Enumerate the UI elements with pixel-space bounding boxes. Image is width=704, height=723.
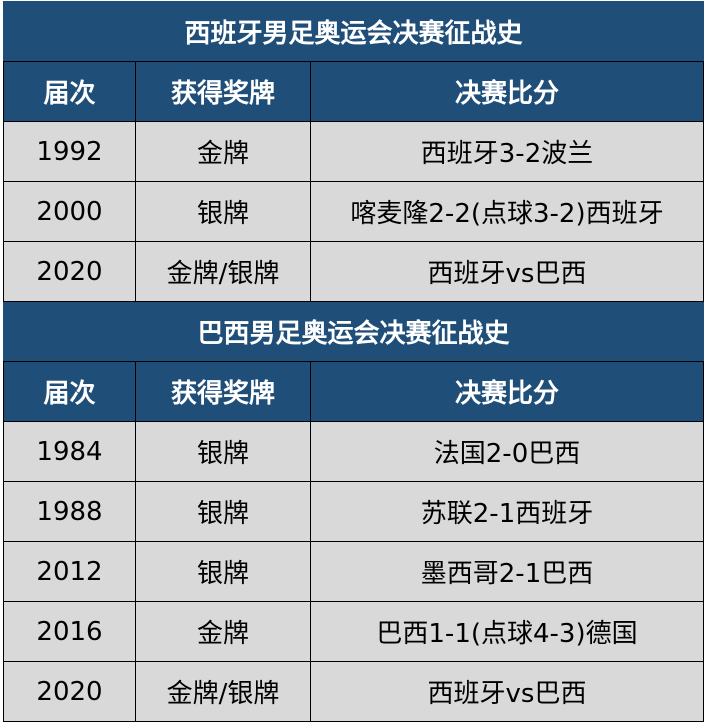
table-row: 1992 金牌 西班牙3-2波兰 xyxy=(3,121,704,182)
table-row: 2016 金牌 巴西1-1(点球4-3)德国 xyxy=(3,601,704,662)
score-cell: 苏联2-1西班牙 xyxy=(309,481,704,542)
year-cell: 1992 xyxy=(3,121,136,182)
section-title-row: 西班牙男足奥运会决赛征战史 xyxy=(2,1,704,62)
year-cell: 2020 xyxy=(3,241,136,302)
score-cell: 西班牙3-2波兰 xyxy=(309,121,704,182)
header-row: 届次 获得奖牌 决赛比分 xyxy=(3,361,704,422)
score-cell: 西班牙vs巴西 xyxy=(309,241,704,302)
header-row: 届次 获得奖牌 决赛比分 xyxy=(3,61,704,122)
year-cell: 2020 xyxy=(3,661,136,722)
column-header: 获得奖牌 xyxy=(135,361,311,422)
medal-cell: 银牌 xyxy=(135,181,311,242)
year-cell: 1988 xyxy=(3,481,136,542)
score-cell: 喀麦隆2-2(点球3-2)西班牙 xyxy=(309,181,704,242)
column-header: 获得奖牌 xyxy=(135,61,311,122)
table-row: 1984 银牌 法国2-0巴西 xyxy=(3,421,704,482)
medal-cell: 银牌 xyxy=(135,421,311,482)
table-row: 2000 银牌 喀麦隆2-2(点球3-2)西班牙 xyxy=(3,181,704,242)
score-cell: 西班牙vs巴西 xyxy=(309,661,704,722)
medal-cell: 银牌 xyxy=(135,541,311,602)
column-header: 届次 xyxy=(3,361,136,422)
medal-cell: 金牌/银牌 xyxy=(135,241,311,302)
score-cell: 法国2-0巴西 xyxy=(309,421,704,482)
year-cell: 2016 xyxy=(3,601,136,662)
year-cell: 2012 xyxy=(3,541,136,602)
column-header: 决赛比分 xyxy=(309,61,704,122)
medal-cell: 金牌/银牌 xyxy=(135,661,311,722)
section-title: 巴西男足奥运会决赛征战史 xyxy=(2,301,704,362)
section-title-row: 巴西男足奥运会决赛征战史 xyxy=(2,301,704,362)
medal-cell: 银牌 xyxy=(135,481,311,542)
section-title: 西班牙男足奥运会决赛征战史 xyxy=(2,1,704,62)
medal-cell: 金牌 xyxy=(135,601,311,662)
column-header: 决赛比分 xyxy=(309,361,704,422)
column-header: 届次 xyxy=(3,61,136,122)
score-cell: 墨西哥2-1巴西 xyxy=(309,541,704,602)
score-cell: 巴西1-1(点球4-3)德国 xyxy=(309,601,704,662)
year-cell: 1984 xyxy=(3,421,136,482)
table-row: 2020 金牌/银牌 西班牙vs巴西 xyxy=(3,241,704,302)
table-row: 2012 银牌 墨西哥2-1巴西 xyxy=(3,541,704,602)
year-cell: 2000 xyxy=(3,181,136,242)
table-row: 1988 银牌 苏联2-1西班牙 xyxy=(3,481,704,542)
table-row: 2020 金牌/银牌 西班牙vs巴西 xyxy=(3,661,704,722)
medal-cell: 金牌 xyxy=(135,121,311,182)
